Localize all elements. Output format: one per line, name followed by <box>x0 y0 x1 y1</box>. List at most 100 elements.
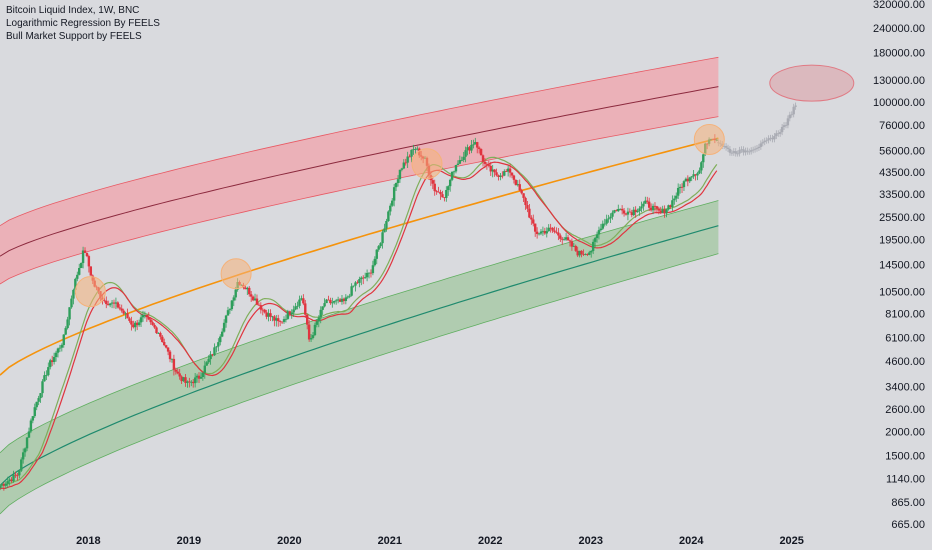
candle-body <box>195 375 199 378</box>
candle-body <box>450 171 454 180</box>
projection-body <box>771 137 774 140</box>
candle-body <box>688 177 691 182</box>
candle-body <box>294 306 297 310</box>
candle-body <box>510 172 514 176</box>
candle-body <box>122 310 125 314</box>
candle-body <box>139 317 143 323</box>
candle-body <box>657 208 661 211</box>
candle-body <box>338 299 342 302</box>
symbol-title[interactable]: Bitcoin Liquid Index, 1W, BNC <box>6 5 140 16</box>
candle-body <box>329 300 332 304</box>
candle-body <box>630 212 633 216</box>
projection-body <box>788 114 792 119</box>
candle-body <box>410 149 413 157</box>
projection-body <box>775 133 778 137</box>
candle-body <box>599 228 603 231</box>
candle-body <box>412 149 415 151</box>
candle-body <box>259 305 263 310</box>
candle-body <box>23 448 27 453</box>
candle-body <box>284 318 288 320</box>
y-tick-label: 25500.00 <box>879 212 925 224</box>
candle-body <box>85 252 89 257</box>
candle-body <box>325 299 328 304</box>
candle-body <box>559 235 562 239</box>
candle-body <box>642 203 645 207</box>
candle-body <box>263 309 266 313</box>
projection-body <box>724 146 728 148</box>
candle-body <box>462 156 465 160</box>
candle-body <box>213 347 216 356</box>
candle-body <box>161 336 164 343</box>
candle-body <box>686 178 690 182</box>
projection-body <box>740 149 743 151</box>
candle-body <box>377 246 380 250</box>
candle-body <box>580 250 583 255</box>
y-tick-label: 4600.00 <box>885 356 925 368</box>
candle-body <box>505 171 508 172</box>
candle-body <box>244 287 247 290</box>
candle-body <box>468 147 471 151</box>
candle-body <box>151 322 154 325</box>
candle-body <box>333 301 336 303</box>
candle-body <box>70 298 73 308</box>
y-tick-label: 3400.00 <box>885 382 925 394</box>
candle-body <box>135 322 139 326</box>
candle-body <box>205 362 208 366</box>
indicator-bull-market-support[interactable]: Bull Market Support by FEELS <box>6 31 142 42</box>
projection-body <box>782 125 786 127</box>
candle-body <box>317 317 320 322</box>
highlight-circle <box>74 276 106 308</box>
candle-body <box>126 313 129 319</box>
candle-body <box>230 300 234 310</box>
fair-value-line <box>0 137 719 376</box>
candle-body <box>644 200 647 204</box>
candle-body <box>300 298 303 300</box>
candle-body <box>572 245 576 247</box>
candle-body <box>514 179 518 186</box>
candle-body <box>58 347 62 349</box>
candle-body <box>663 209 666 214</box>
candle-body <box>597 230 601 235</box>
candle-body <box>501 175 504 177</box>
projection-body <box>730 152 734 154</box>
candle-body <box>696 173 699 176</box>
indicator-log-regression[interactable]: Logarithmic Regression By FEELS <box>6 18 160 29</box>
candle-body <box>159 332 162 337</box>
upper-bottom-line <box>0 116 719 285</box>
candle-body <box>617 209 620 212</box>
candle-body <box>74 278 77 290</box>
projection-body <box>732 151 736 153</box>
target-ellipse <box>769 64 855 102</box>
candle-body <box>8 479 11 482</box>
candle-body <box>168 351 172 360</box>
y-tick-label: 240000.00 <box>873 23 925 35</box>
ma-slow-line <box>0 161 718 490</box>
candle-body <box>352 285 355 287</box>
candle-body <box>251 296 255 301</box>
projection-body <box>778 132 782 134</box>
candle-body <box>367 272 371 274</box>
candle-body <box>188 381 191 383</box>
candle-body <box>350 286 353 296</box>
candle-body <box>6 481 9 484</box>
candle-body <box>143 314 147 316</box>
candle-body <box>145 314 149 318</box>
candle-body <box>12 474 15 482</box>
candle-body <box>646 200 649 202</box>
candle-body <box>564 237 568 240</box>
candle-body <box>128 318 131 321</box>
candle-body <box>632 209 635 216</box>
candle-body <box>590 250 593 253</box>
x-tick-label: 2021 <box>378 535 402 547</box>
upper-band-area <box>0 57 719 284</box>
candle-body <box>267 313 270 317</box>
candle-body <box>448 179 452 187</box>
candle-body <box>499 175 502 177</box>
candle-body <box>2 483 6 486</box>
candle-body <box>130 320 133 325</box>
projection-body <box>746 150 749 152</box>
candle-body <box>141 314 145 318</box>
x-tick-label: 2020 <box>277 535 301 547</box>
candle-body <box>414 149 417 150</box>
